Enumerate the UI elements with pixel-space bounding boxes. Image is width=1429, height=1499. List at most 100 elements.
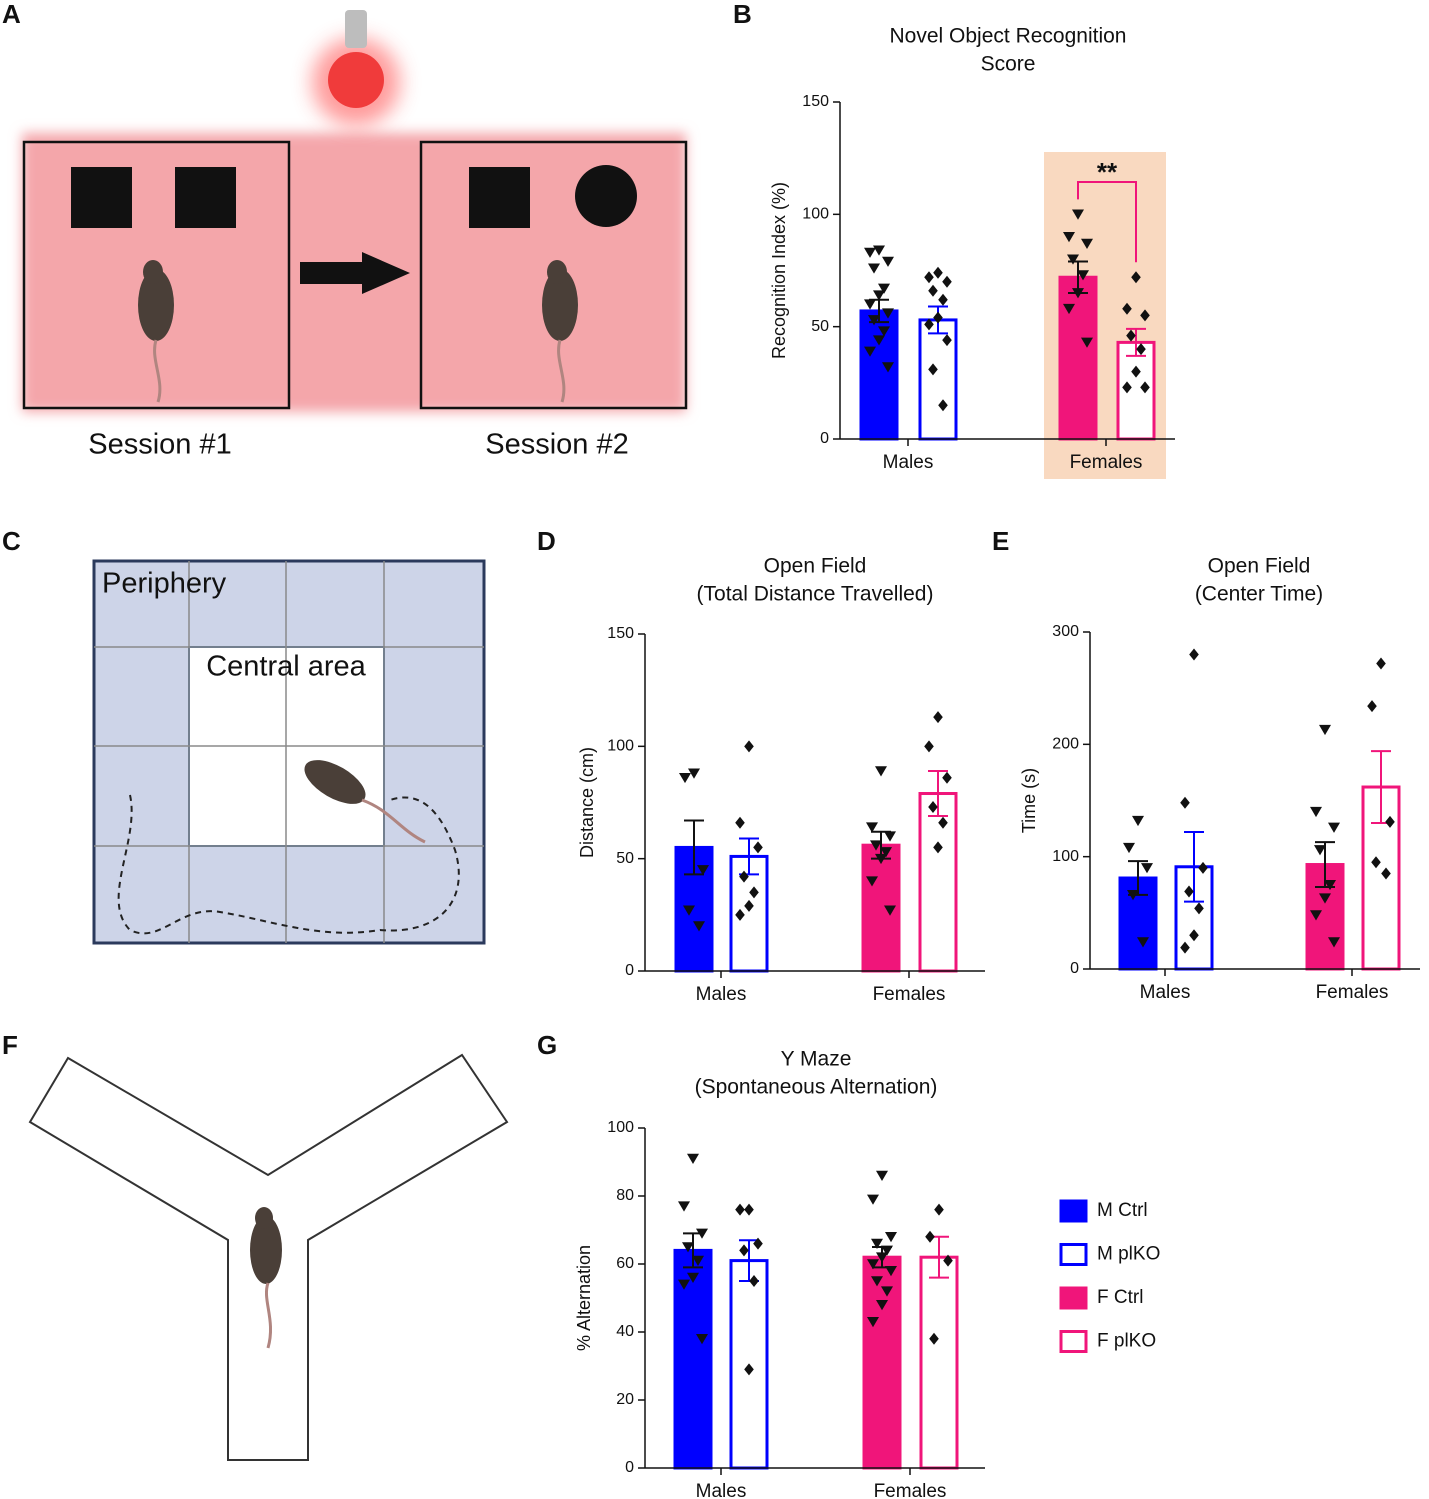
data-point (875, 766, 887, 777)
data-point (871, 1276, 883, 1287)
data-point (876, 1170, 888, 1181)
data-point (1310, 806, 1322, 818)
mouse (138, 260, 174, 403)
data-point (1328, 937, 1340, 948)
data-point (928, 284, 938, 297)
y-tick-label: 0 (625, 962, 634, 979)
data-point (1122, 381, 1132, 394)
data-point (881, 1286, 893, 1297)
session-label: Session #2 (485, 429, 629, 461)
y-axis-label: Distance (cm) (577, 747, 597, 858)
data-point (1381, 867, 1391, 880)
y-tick-label: 100 (802, 206, 829, 223)
data-point (864, 346, 876, 357)
data-point (871, 1238, 883, 1249)
object (71, 167, 132, 228)
diagram-f (28, 1053, 509, 1461)
data-point (942, 275, 952, 288)
data-point (1376, 657, 1386, 670)
data-point (735, 816, 745, 829)
data-point (1077, 270, 1089, 281)
data-point (1198, 861, 1208, 874)
data-point (933, 266, 943, 279)
bulb-base (345, 10, 367, 48)
data-point (928, 800, 938, 813)
data-point (867, 1194, 879, 1205)
data-point (884, 831, 896, 842)
y-tick-label: 40 (616, 1323, 634, 1340)
bar (1058, 275, 1098, 441)
y-axis-label: Time (s) (1019, 768, 1039, 833)
x-tick-label: Females (1316, 982, 1389, 1003)
data-point (876, 1252, 888, 1263)
bar (862, 1255, 902, 1470)
data-point (933, 311, 943, 324)
data-point (1136, 343, 1146, 356)
data-point (1131, 365, 1141, 378)
data-point (873, 245, 885, 256)
panel-label: D (537, 526, 556, 556)
data-point (873, 335, 885, 346)
data-point (749, 1275, 759, 1287)
data-point (1063, 303, 1075, 315)
data-point (878, 326, 890, 337)
data-point (942, 334, 952, 347)
data-point (739, 870, 749, 883)
data-point (1319, 724, 1331, 736)
data-point (1072, 288, 1084, 299)
data-point (878, 283, 890, 294)
data-point (866, 822, 878, 833)
data-point (943, 1254, 953, 1267)
data-point (864, 299, 876, 310)
bar (919, 1255, 959, 1470)
session-label: Session #1 (88, 429, 232, 461)
data-point (942, 771, 952, 784)
y-tick-label: 0 (1070, 960, 1079, 977)
data-point (1314, 845, 1326, 856)
chart-subtitle: Score (981, 53, 1036, 76)
data-point (885, 1266, 897, 1277)
data-point (875, 853, 887, 865)
chart-subtitle: (Total Distance Travelled) (697, 583, 934, 606)
data-point (1140, 309, 1150, 322)
data-point (1194, 902, 1204, 915)
data-point (924, 740, 934, 753)
significance-bracket (1077, 181, 1137, 263)
data-point (1184, 885, 1194, 898)
data-point (696, 1228, 708, 1239)
arena-2 (419, 140, 688, 410)
data-point (1180, 941, 1190, 954)
data-point (1189, 929, 1199, 942)
x-tick-label: Males (696, 1481, 747, 1499)
data-point (868, 263, 880, 274)
legend-swatch (1059, 1286, 1088, 1310)
legend-label: F plKO (1097, 1331, 1156, 1352)
x-tick-label: Males (1140, 982, 1191, 1003)
data-point (679, 772, 691, 784)
y-tick-label: 200 (1052, 736, 1079, 753)
data-point (1122, 302, 1132, 315)
bar (1116, 340, 1156, 441)
chart-title: Open Field (1208, 555, 1311, 578)
legend-label: M Ctrl (1097, 1200, 1148, 1221)
data-point (1180, 796, 1190, 809)
y-tick-label: 100 (1052, 848, 1079, 865)
y-axis-label: Recognition Index (%) (769, 182, 789, 359)
panel-label: C (2, 526, 21, 556)
data-point (934, 1203, 944, 1216)
data-point (873, 290, 885, 301)
data-point (744, 1363, 754, 1376)
data-point (867, 1259, 879, 1270)
chart-subtitle: (Spontaneous Alternation) (695, 1076, 938, 1099)
data-point (692, 1255, 704, 1266)
data-point (938, 816, 948, 829)
data-point (682, 1242, 694, 1253)
path-trace (117, 794, 460, 935)
data-point (870, 840, 882, 851)
panel-label: A (2, 0, 21, 29)
y-tick-label: 20 (616, 1391, 634, 1408)
bar (859, 309, 899, 441)
data-point (744, 899, 754, 912)
legend-swatch (1059, 1243, 1088, 1266)
